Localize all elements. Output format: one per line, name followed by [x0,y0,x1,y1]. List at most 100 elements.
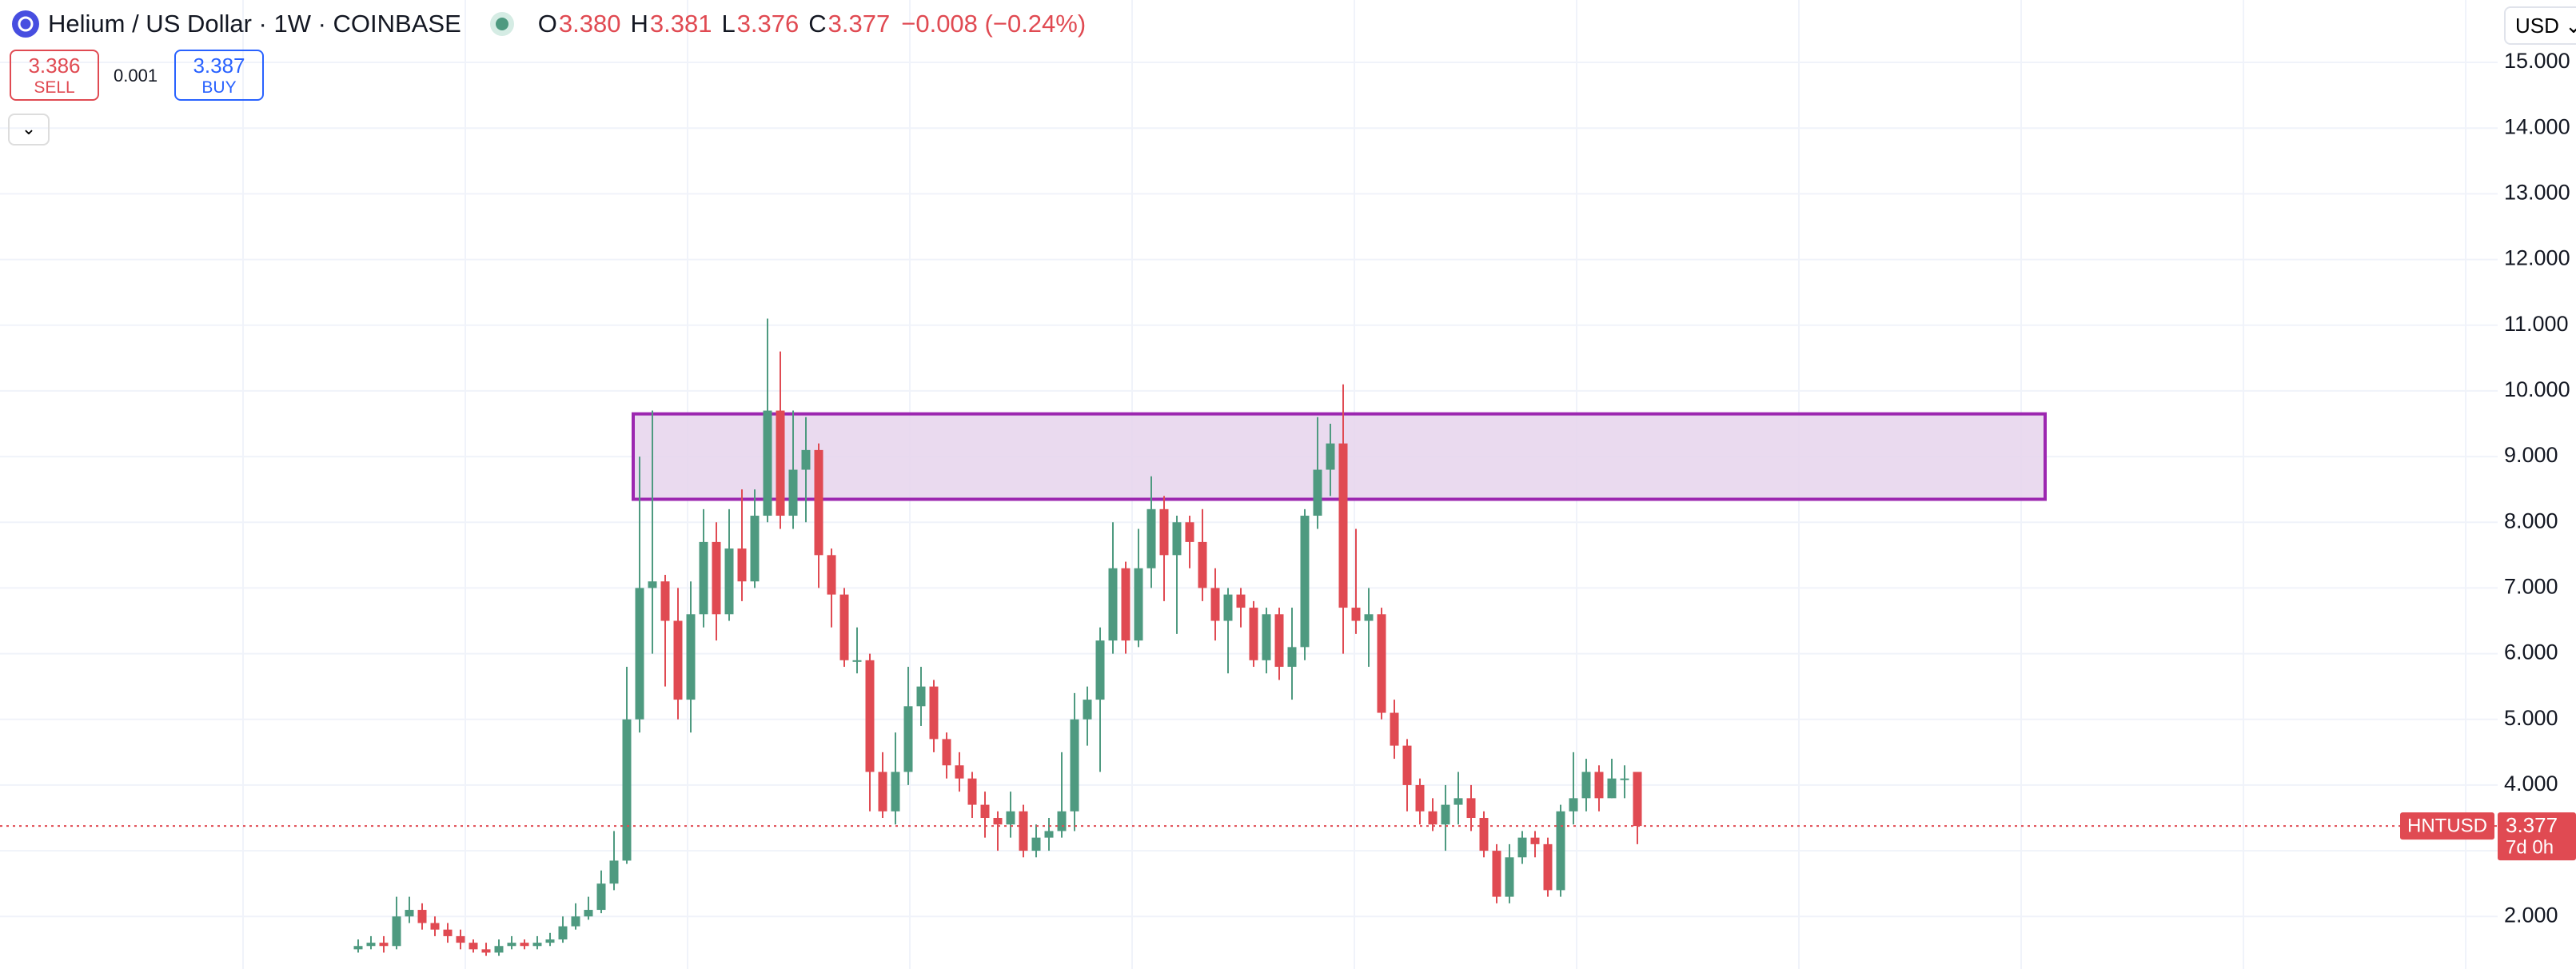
candle-body [1070,719,1079,811]
symbol-title: Helium / US Dollar · 1W · COINBASE [48,10,461,38]
candle-body [1517,837,1527,858]
buy-price: 3.387 [193,54,245,78]
candle-body [1543,843,1553,891]
candle-body [1159,508,1169,556]
y-tick-label: 7.000 [2504,575,2558,599]
candle-body [1313,469,1322,516]
candle-body [1505,857,1514,897]
candle-body [814,449,823,556]
ohlc-key: C [808,10,827,38]
candle-body [1479,818,1489,851]
candle-body [660,581,670,621]
market-status[interactable] [489,12,514,36]
change: −0.008 (−0.24%) [901,10,1087,38]
candle-body [405,910,414,917]
candle-body [1569,798,1578,811]
candle-body [737,548,747,582]
candle-body [1287,647,1297,668]
candle-body [417,910,427,923]
candle-body [532,943,542,947]
spread: 0.001 [114,66,158,86]
buy-label: BUY [201,78,237,97]
candle-body [596,883,606,911]
candle-body [520,943,529,947]
candle-body [1453,798,1463,805]
candle-body [1441,804,1450,825]
ohlc-value: 3.380 [558,10,621,38]
candle-body [852,660,862,662]
candle-body [1415,784,1425,811]
y-tick-label: 12.000 [2504,246,2570,270]
buy-button[interactable]: 3.387 BUY [174,50,264,101]
header: Helium / US Dollar · 1W · COINBASE O3.38… [11,6,1086,42]
candle-body [379,943,389,947]
candle-body [1556,811,1565,891]
currency: USD [2515,14,2559,38]
candle-body [353,946,363,950]
symbol-tag [2400,812,2494,840]
candle-body [1402,745,1412,785]
sell-button[interactable]: 3.386 SELL [10,50,99,101]
candle-body [903,706,913,772]
y-tick-label: 6.000 [2504,640,2558,664]
candle-body [392,916,401,947]
candle-body [609,860,619,884]
candle-body [1083,700,1092,720]
candle-body [955,765,964,779]
candle-body [724,548,734,615]
candle-body [622,719,632,861]
symbol-tag-label: HNTUSD [2407,815,2487,836]
collapse-button[interactable]: ⌄ [8,114,50,146]
candle-body [545,939,555,943]
ohlc-key: H [630,10,648,38]
candle-body [942,739,951,766]
candle-body [1210,588,1220,621]
candle-body [366,943,376,947]
countdown-label: 7d 0h [2506,836,2554,858]
candle-body [1466,798,1476,819]
y-tick-label: 13.000 [2504,181,2570,205]
price-tag-label: 3.377 [2506,813,2558,837]
candle-body [916,686,926,707]
candle-body [1198,541,1207,588]
candle-body [1108,568,1118,641]
candle-body [1530,837,1540,844]
y-tick-label: 9.000 [2504,443,2558,467]
candle-body [788,469,798,516]
candle-body [1428,811,1438,825]
candle-body [878,772,887,811]
candle-body [1300,516,1310,648]
candle-body [469,943,478,950]
candle-body [1121,568,1130,641]
candle-body [1262,614,1271,660]
candle-body [1172,522,1182,556]
candle-body [1019,811,1028,851]
ohlc-value: 3.377 [827,10,891,38]
candle-body [1377,614,1386,713]
status-dot [495,18,508,30]
candle-body [1006,811,1015,825]
candle-body [699,541,708,615]
ohlc-key: L [721,10,736,38]
candle-body [456,935,465,943]
candle-body [686,614,696,700]
candle-body [635,588,644,720]
candle-body [443,929,453,936]
candle-body [776,410,785,516]
candle-body [1351,608,1361,621]
candle-body [584,910,593,917]
candle-body [980,804,990,819]
candle-body [967,778,977,805]
symbol-icon [12,10,39,38]
currency-button[interactable]: USD ⌄ [2504,6,2576,45]
candle-body [1057,811,1067,831]
candle-body [1031,837,1041,851]
candle-body [1146,508,1156,568]
candle-body [993,818,1003,825]
candle-body [507,943,516,947]
candle-body [1364,614,1374,621]
ohlc-key: O [537,10,557,38]
y-tick-label: 15.000 [2504,49,2570,73]
candle-body [1581,772,1591,799]
candle-body [648,581,657,588]
